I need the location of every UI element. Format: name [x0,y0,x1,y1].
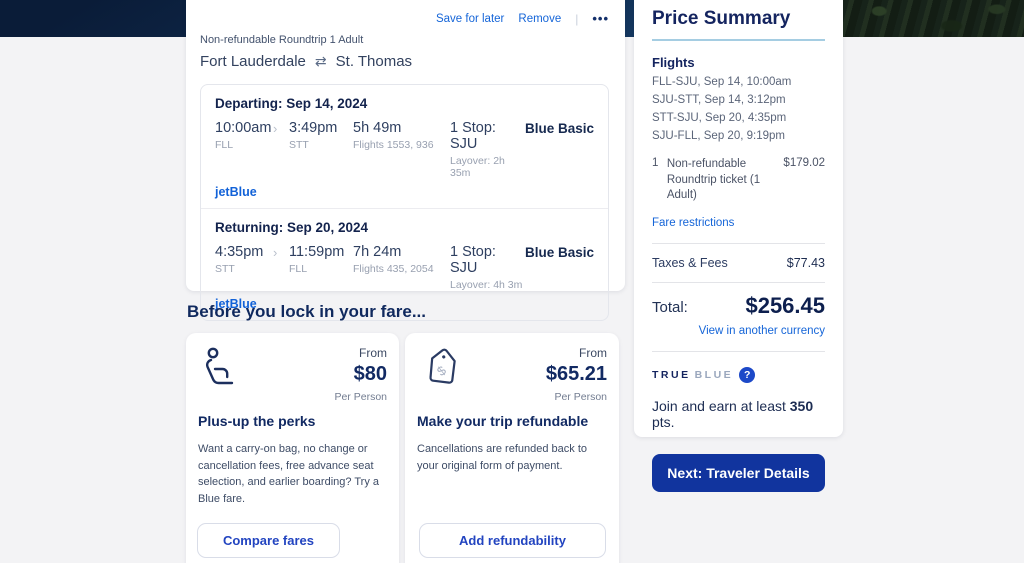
price-summary-title: Price Summary [652,8,791,29]
layover-info: Layover: 2h 35m [450,155,505,179]
earn-points-line: Join and earn at least 350 pts. [652,398,825,430]
arrive-time: 11:59pm [289,244,345,260]
depart-time: 4:35pm [215,244,264,260]
remove-link[interactable]: Remove [518,13,562,25]
destination-city: St. Thomas [335,53,413,70]
fare-class-label: Blue Basic [524,245,594,260]
total-label: Total: [652,298,688,316]
header-hero-photo [843,0,1024,37]
trueblue-logo-strong: TRUE [652,368,691,381]
flight-numbers: Flights 435, 2054 [353,263,434,275]
divider [652,281,825,283]
price-summary-panel: Price Summary Flights FLL-SJU, Sep 14, 1… [634,0,843,492]
flight-duration: 5h 49m [353,120,402,136]
flight-duration: 7h 24m [353,244,402,260]
upsell-card-title: Make your trip refundable [417,413,589,429]
depart-airport-code: STT [215,263,235,275]
flights-section-label: Flights [652,55,695,70]
refundable-upsell-card: $ From $65.21 Per Person Make your trip … [405,333,619,563]
upsell-card-body: Want a carry-on bag, no change or cancel… [198,443,379,505]
view-currency-link[interactable]: View in another currency [698,324,825,337]
earn-suffix: pts. [652,413,675,430]
upsell-price: $80 [353,363,387,385]
svg-text:$: $ [434,362,450,379]
per-person-label: Per Person [334,391,387,403]
route-line: Fort Lauderdale ⇄ St. Thomas [200,53,609,70]
divider [652,350,825,352]
jetblue-logo: jetBlue [215,297,257,311]
seat-icon [205,347,234,385]
total-row: Total: $256.45 [652,293,825,319]
trip-summary-card: Save for later Remove | ••• Non-refundab… [186,0,625,321]
next-traveler-details-button[interactable]: Next: Traveler Details [652,453,825,492]
ticket-price: $179.02 [783,157,825,169]
layover-info: Layover: 4h 3m [450,279,523,291]
taxes-label: Taxes & Fees [652,255,728,270]
fare-restrictions-link[interactable]: Fare restrictions [652,216,735,229]
help-question-icon[interactable]: ? [739,366,756,383]
chevron-right-icon: › [273,121,278,136]
perks-upsell-card: From $80 Per Person Plus-up the perks Wa… [186,333,399,563]
trip-actions: Save for later Remove | ••• [200,10,609,28]
upsell-heading: Before you lock in your fare... [187,302,427,321]
from-label: From [359,346,387,360]
flight-numbers: Flights 1553, 936 [353,139,434,151]
flights-box: Departing: Sep 14, 2024 10:00am FLL › 3:… [200,84,609,321]
ticket-quantity: 1 [652,157,659,169]
depart-airport-code: FLL [215,139,234,151]
compare-fares-button[interactable]: Compare fares [197,523,340,558]
fare-class-label: Blue Basic [524,121,594,136]
flight-leg-line: SJU-FLL, Sep 20, 9:19pm [652,130,785,142]
arrive-airport-code: STT [289,139,309,151]
save-for-later-link[interactable]: Save for later [435,13,505,25]
add-refundability-button[interactable]: Add refundability [419,523,606,558]
ticket-description: Non-refundable Roundtrip ticket (1 Adult… [666,158,761,202]
fare-type-line: Non-refundable Roundtrip 1 Adult [200,34,364,46]
returning-row: 4:35pm STT › 11:59pm FLL 7h 24m Flights … [215,244,594,291]
arrive-time: 3:49pm [289,120,338,136]
departing-title: Departing: Sep 14, 2024 [215,96,368,111]
upsell-card-body: Cancellations are refunded back to your … [417,443,587,472]
upsell-card-title: Plus-up the perks [198,413,316,429]
upsell-price: $65.21 [545,363,607,385]
total-value: $256.45 [745,292,825,318]
origin-city: Fort Lauderdale [200,53,306,70]
trueblue-row: TRUE BLUE ? [652,366,825,383]
trueblue-logo-light: BLUE [694,368,734,381]
departing-row: 10:00am FLL › 3:49pm STT 5h 49m Flights … [215,120,594,179]
stops-info: 1 Stop: SJU [450,244,496,276]
earn-prefix: Join and earn at least [652,397,790,414]
departing-segment: Departing: Sep 14, 2024 10:00am FLL › 3:… [201,85,608,208]
price-tag-icon: $ [429,348,456,384]
flight-leg-line: STT-SJU, Sep 20, 4:35pm [652,112,787,124]
actions-divider: | [575,12,579,26]
flight-leg-line: SJU-STT, Sep 14, 3:12pm [652,94,786,106]
more-options-icon[interactable]: ••• [592,11,609,26]
taxes-value: $77.43 [786,255,825,270]
from-label: From [579,346,607,360]
returning-title: Returning: Sep 20, 2024 [215,220,369,235]
earn-points-value: 350 [789,397,814,414]
depart-time: 10:00am [215,120,272,136]
ticket-line-item: 1 Non-refundable Roundtrip ticket (1 Adu… [652,157,825,204]
stops-info: 1 Stop: SJU [450,120,496,152]
title-underline [652,39,825,41]
jetblue-logo: jetBlue [215,185,257,199]
returning-segment: Returning: Sep 20, 2024 4:35pm STT › 11:… [201,208,608,320]
chevron-right-icon: › [273,245,278,260]
per-person-label: Per Person [554,391,607,403]
roundtrip-swap-icon: ⇄ [314,53,327,69]
taxes-row: Taxes & Fees $77.43 [652,256,825,270]
divider [652,242,825,244]
flight-leg-line: FLL-SJU, Sep 14, 10:00am [652,76,792,88]
arrive-airport-code: FLL [289,263,308,275]
